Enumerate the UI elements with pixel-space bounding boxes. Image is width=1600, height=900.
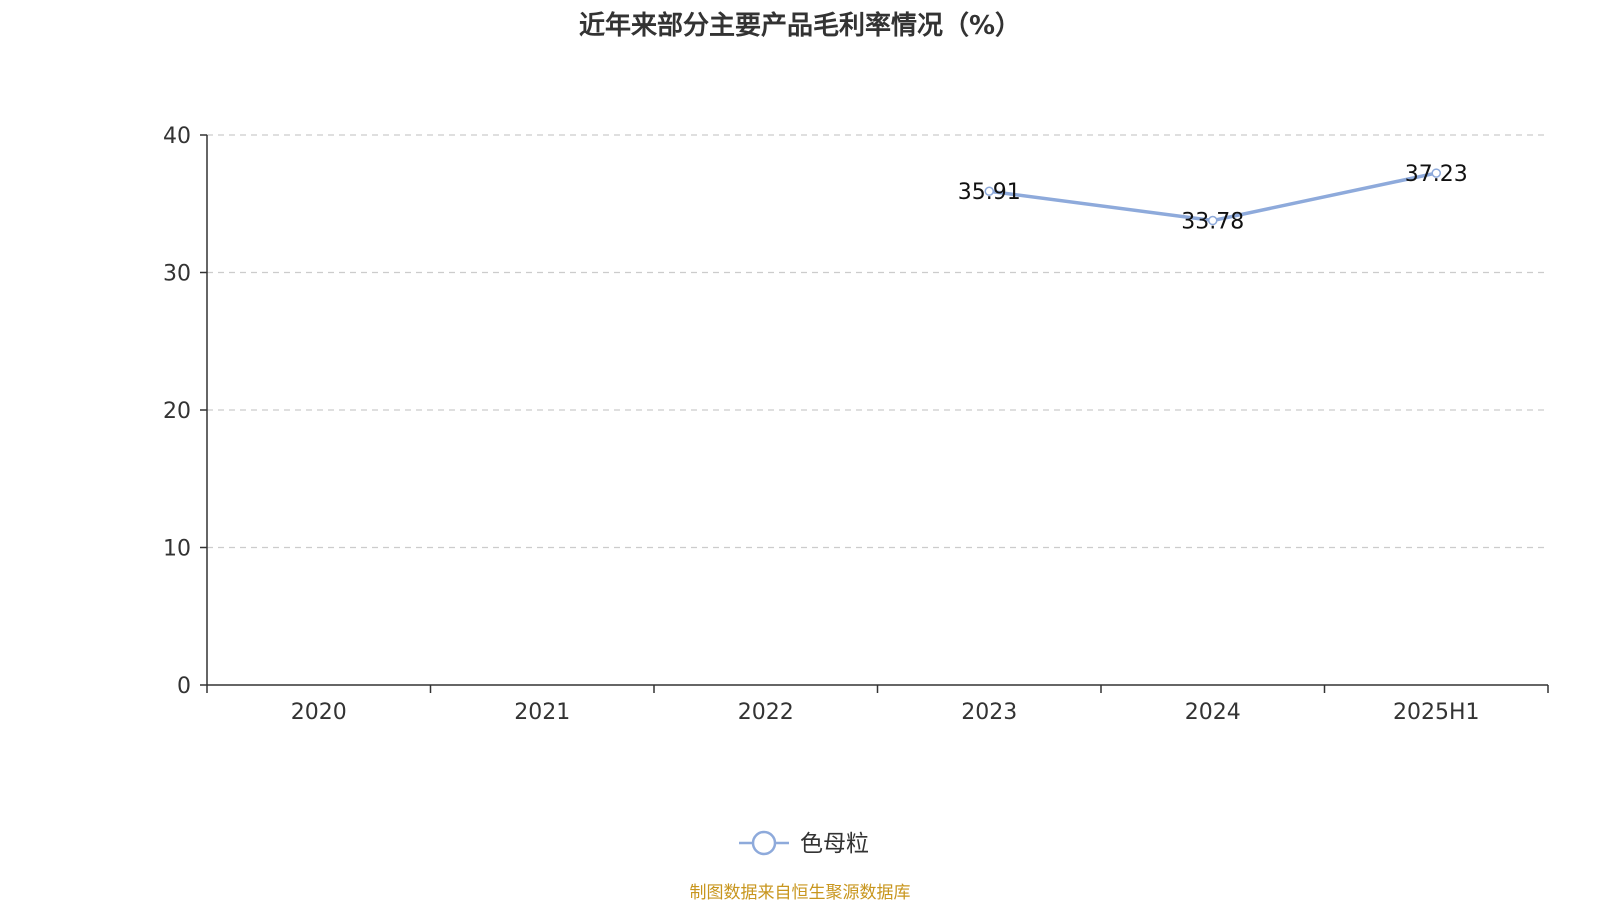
y-tick-label: 10 (163, 537, 191, 562)
x-tick-label: 2022 (738, 700, 794, 725)
y-tick-label: 30 (163, 262, 191, 287)
x-tick-label: 2020 (291, 700, 347, 725)
y-tick-label: 40 (163, 124, 191, 149)
data-label: 33.78 (1181, 210, 1244, 235)
legend-circle-icon (751, 830, 777, 856)
data-label: 35.91 (958, 180, 1021, 205)
legend[interactable]: 色母粒 (739, 830, 869, 857)
x-tick-label: 2025H1 (1393, 700, 1480, 725)
y-axis: 0 10 20 30 40 (163, 124, 208, 699)
data-point[interactable] (984, 186, 994, 196)
series-group (984, 168, 1441, 226)
chart-title: 近年来部分主要产品毛利率情况（%） (579, 10, 1021, 41)
source-note: 制图数据来自恒生聚源数据库 (690, 883, 911, 900)
y-tick-label: 0 (177, 674, 191, 699)
x-tick-label: 2021 (514, 700, 570, 725)
data-labels: 35.91 33.78 37.23 (958, 162, 1468, 234)
x-tick-label: 2023 (961, 700, 1017, 725)
legend-label-series: 色母粒 (800, 831, 869, 857)
y-tick-label: 20 (163, 399, 191, 424)
data-point[interactable] (1208, 215, 1218, 226)
data-label: 37.23 (1405, 162, 1468, 187)
x-axis: 2020 2021 2022 2023 2024 2025H1 (206, 684, 1549, 725)
data-point[interactable] (1431, 168, 1441, 178)
gridlines (207, 134, 1548, 549)
x-tick-label: 2024 (1185, 700, 1241, 725)
